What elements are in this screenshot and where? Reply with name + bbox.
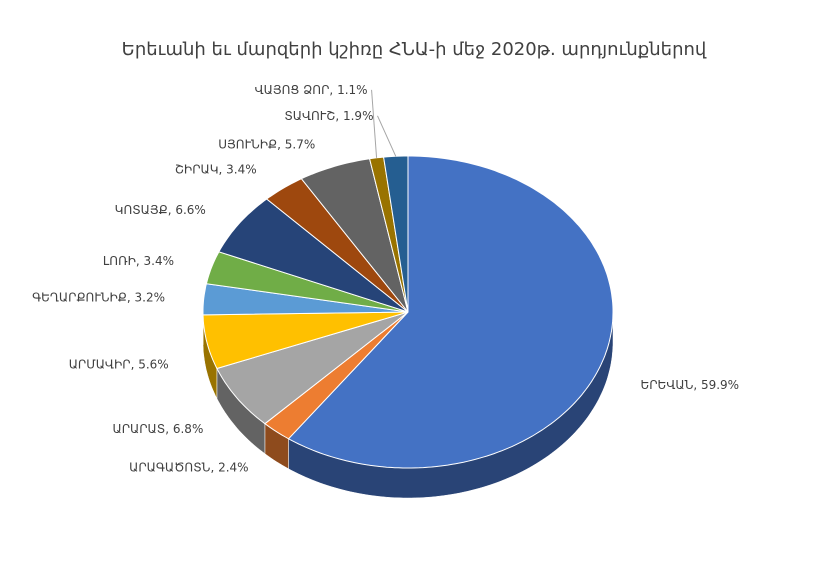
label-separator: ,	[168, 203, 176, 217]
label-separator: ,	[210, 460, 218, 474]
chart-title: Երեւանի եւ մարզերի կշիռը ՀՆԱ-ի մեջ 2020թ…	[122, 39, 707, 60]
value-label: 2.4%	[218, 460, 249, 474]
data-label: ԼՈՌԻ, 3.4%	[103, 253, 174, 267]
value-label: 6.6%	[175, 203, 206, 217]
label-separator: ,	[335, 108, 343, 122]
label-separator: ,	[219, 162, 227, 176]
value-label: 6.8%	[173, 421, 204, 435]
data-label: ԱՐՄԱՎԻՐ, 5.6%	[69, 357, 169, 371]
category-label: ԼՈՌԻ	[103, 253, 136, 267]
category-label: ԱՐԱԳԱԾՈՏՆ	[129, 460, 211, 474]
slice	[300, 158, 409, 313]
slice	[202, 283, 409, 316]
data-label: ԱՐԱԳԱԾՈՏՆ, 2.4%	[129, 460, 248, 474]
value-label: 3.4%	[226, 162, 257, 176]
slice	[218, 198, 409, 313]
label-separator: ,	[131, 357, 139, 371]
slice	[287, 155, 614, 469]
data-label: ՎԱՅՈՑ ՁՈՐ, 1.1%	[255, 82, 368, 96]
category-label: ՍՅՈՒՆԻՔ	[218, 137, 277, 151]
value-label: 5.6%	[138, 357, 169, 371]
category-label: ՏԱՎՈՒՇ	[284, 108, 335, 122]
data-label: ՍՅՈՒՆԻՔ, 5.7%	[218, 137, 315, 151]
slice	[383, 155, 409, 313]
data-label: ԱՐԱՐԱՏ, 6.8%	[113, 421, 204, 435]
category-label: ԳԵՂԱՐՔՈՒՆԻՔ	[32, 290, 127, 304]
category-label: ՎԱՅՈՑ ՁՈՐ	[255, 82, 330, 96]
category-label: ԱՐՄԱՎԻՐ	[69, 357, 131, 371]
label-separator: ,	[165, 421, 173, 435]
category-label: ԿՈՏԱՅՔ	[115, 203, 168, 217]
label-separator: ,	[136, 253, 144, 267]
label-separator: ,	[329, 82, 337, 96]
value-label: 3.4%	[144, 253, 175, 267]
value-label: 1.1%	[337, 82, 368, 96]
slice	[216, 311, 409, 425]
data-label: ԵՐԵՎԱՆ, 59.9%	[640, 377, 739, 391]
value-label: 1.9%	[343, 108, 374, 122]
category-label: ԱՐԱՐԱՏ	[113, 421, 166, 435]
value-label: 5.7%	[285, 137, 316, 151]
slice	[205, 251, 409, 313]
category-label: ԵՐԵՎԱՆ	[640, 377, 693, 391]
value-label: 3.2%	[135, 290, 166, 304]
data-label: ԳԵՂԱՐՔՈՒՆԻՔ, 3.2%	[32, 290, 165, 304]
value-label: 59.9%	[701, 377, 739, 391]
category-label: ՇԻՐԱԿ	[175, 162, 219, 176]
label-separator: ,	[277, 137, 285, 151]
slice	[265, 178, 409, 313]
leader-line	[377, 115, 397, 157]
leader-line	[371, 89, 378, 158]
slice	[264, 311, 409, 440]
data-label: ՏԱՎՈՒՇ, 1.9%	[284, 108, 373, 122]
label-separator: ,	[127, 290, 135, 304]
label-separator: ,	[693, 377, 701, 391]
slice	[202, 311, 409, 370]
data-label: ՇԻՐԱԿ, 3.4%	[175, 162, 257, 176]
data-label: ԿՈՏԱՅՔ, 6.6%	[115, 203, 206, 217]
